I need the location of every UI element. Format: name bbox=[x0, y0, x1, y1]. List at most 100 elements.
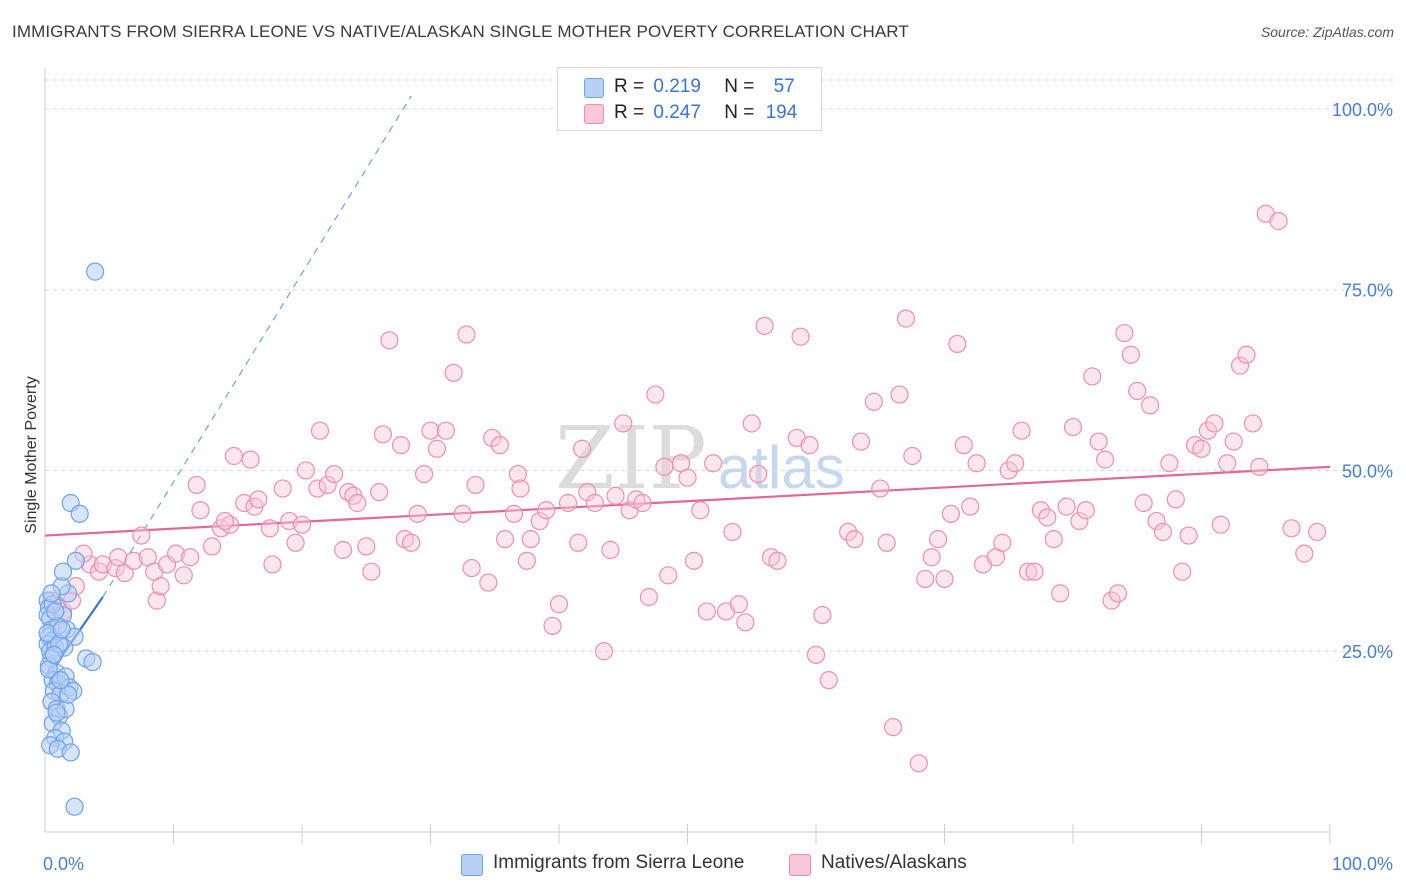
data-point-natives-alaskans bbox=[954, 436, 973, 455]
data-point-natives-alaskans bbox=[606, 486, 625, 505]
legend-n-label: N = bbox=[724, 102, 755, 123]
data-point-natives-alaskans bbox=[1044, 530, 1063, 549]
chart-title: IMMIGRANTS FROM SIERRA LEONE VS NATIVE/A… bbox=[12, 22, 909, 41]
data-point-natives-alaskans bbox=[614, 414, 633, 433]
data-point-natives-alaskans bbox=[1012, 421, 1031, 440]
y-tick-label: 75.0% bbox=[1342, 281, 1393, 301]
data-point-natives-alaskans bbox=[928, 530, 948, 549]
data-point-natives-alaskans bbox=[549, 595, 569, 614]
data-point-sierra-leone bbox=[52, 620, 71, 639]
data-point-natives-alaskans bbox=[729, 595, 749, 614]
data-point-natives-alaskans bbox=[1147, 511, 1166, 531]
data-point-natives-alaskans bbox=[1269, 211, 1288, 231]
data-point-natives-alaskans bbox=[166, 544, 186, 563]
data-point-natives-alaskans bbox=[296, 461, 315, 480]
data-point-natives-alaskans bbox=[490, 436, 509, 455]
data-point-natives-alaskans bbox=[1224, 432, 1243, 451]
data-point-natives-alaskans bbox=[806, 645, 826, 664]
data-point-natives-alaskans bbox=[373, 425, 393, 444]
data-point-natives-alaskans bbox=[462, 558, 481, 578]
data-point-natives-alaskans bbox=[1218, 454, 1237, 473]
data-point-natives-alaskans bbox=[109, 548, 128, 567]
data-point-natives-alaskans bbox=[504, 504, 524, 523]
data-point-natives-alaskans bbox=[601, 540, 620, 560]
data-point-natives-alaskans bbox=[402, 533, 421, 552]
data-point-natives-alaskans bbox=[1031, 501, 1050, 520]
data-point-natives-alaskans bbox=[115, 564, 134, 583]
data-point-natives-alaskans bbox=[1089, 432, 1108, 451]
series-swatch-sierra-leone bbox=[461, 854, 483, 876]
legend-r-label: R = bbox=[614, 102, 645, 123]
data-point-sierra-leone bbox=[65, 797, 84, 816]
data-point-natives-alaskans bbox=[1237, 345, 1256, 364]
data-point-natives-alaskans bbox=[1166, 490, 1185, 509]
data-point-natives-alaskans bbox=[1083, 367, 1102, 386]
data-point-natives-alaskans bbox=[961, 497, 980, 516]
data-point-natives-alaskans bbox=[1076, 501, 1095, 520]
data-point-natives-alaskans bbox=[585, 493, 605, 513]
legend-n-value: 57 bbox=[773, 76, 795, 97]
series-swatch-natives-alaskans bbox=[789, 854, 811, 876]
data-point-natives-alaskans bbox=[517, 551, 536, 570]
axes bbox=[44, 68, 1331, 844]
data-point-natives-alaskans bbox=[1211, 515, 1230, 534]
data-point-natives-alaskans bbox=[427, 439, 447, 458]
data-point-sierra-leone bbox=[47, 703, 66, 722]
data-point-natives-alaskans bbox=[877, 533, 896, 552]
data-point-natives-alaskans bbox=[1121, 345, 1140, 364]
y-tick-label: 100.0% bbox=[1332, 100, 1393, 120]
data-point-natives-alaskans bbox=[348, 493, 367, 513]
data-point-natives-alaskans bbox=[1153, 522, 1173, 542]
data-point-natives-alaskans bbox=[181, 548, 200, 567]
series-label-natives-alaskans: Natives/Alaskans bbox=[821, 852, 967, 873]
data-point-natives-alaskans bbox=[1140, 396, 1160, 415]
data-point-natives-alaskans bbox=[569, 533, 588, 552]
data-point-natives-alaskans bbox=[511, 479, 530, 498]
data-point-natives-alaskans bbox=[813, 605, 832, 625]
data-point-natives-alaskans bbox=[999, 461, 1018, 480]
watermark: ZIP atlas bbox=[555, 409, 845, 509]
data-point-natives-alaskans bbox=[1295, 544, 1314, 563]
data-point-natives-alaskans bbox=[935, 569, 954, 589]
data-point-natives-alaskans bbox=[530, 511, 549, 531]
data-point-sierra-leone bbox=[59, 685, 78, 704]
data-point-natives-alaskans bbox=[839, 522, 858, 542]
data-point-natives-alaskans bbox=[1038, 508, 1057, 527]
data-point-natives-alaskans bbox=[639, 587, 659, 607]
data-point-natives-alaskans bbox=[1115, 323, 1134, 343]
data-point-natives-alaskans bbox=[691, 501, 710, 520]
data-point-natives-alaskans bbox=[325, 464, 344, 484]
trend-line-sierra-leone-extrapolated bbox=[102, 95, 412, 598]
correlation-legend: R = 0.219 N = 57 R = 0.247 N = 194 bbox=[557, 67, 822, 131]
data-point-natives-alaskans bbox=[755, 316, 774, 335]
data-point-natives-alaskans bbox=[453, 504, 472, 523]
legend-swatch-sierra-leone bbox=[584, 78, 604, 98]
data-point-natives-alaskans bbox=[736, 613, 755, 632]
data-point-natives-alaskans bbox=[633, 493, 652, 513]
data-point-natives-alaskans bbox=[132, 526, 151, 545]
legend-swatch-natives-alaskans bbox=[584, 104, 604, 124]
data-point-natives-alaskans bbox=[479, 573, 498, 592]
data-point-natives-alaskans bbox=[436, 421, 456, 440]
y-tick-label: 25.0% bbox=[1342, 642, 1393, 662]
grid-lines bbox=[45, 79, 1395, 652]
data-point-natives-alaskans bbox=[558, 493, 578, 513]
data-point-natives-alaskans bbox=[215, 511, 234, 531]
data-point-natives-alaskans bbox=[659, 566, 678, 585]
data-point-natives-alaskans bbox=[408, 504, 427, 523]
data-point-natives-alaskans bbox=[263, 555, 282, 574]
data-point-natives-alaskans bbox=[1308, 522, 1327, 542]
data-point-natives-alaskans bbox=[646, 385, 665, 404]
points-natives-alaskans bbox=[42, 204, 1327, 773]
data-point-natives-alaskans bbox=[174, 566, 193, 585]
data-point-natives-alaskans bbox=[1018, 562, 1038, 581]
data-point-natives-alaskans bbox=[495, 530, 515, 549]
data-point-natives-alaskans bbox=[684, 551, 704, 570]
data-point-sierra-leone bbox=[86, 262, 105, 281]
data-point-natives-alaskans bbox=[1057, 497, 1076, 516]
source-note: Source: ZipAtlas.com bbox=[1260, 24, 1394, 40]
data-point-sierra-leone bbox=[66, 551, 85, 570]
data-point-natives-alaskans bbox=[334, 540, 353, 560]
data-point-natives-alaskans bbox=[1063, 417, 1083, 437]
data-point-natives-alaskans bbox=[749, 464, 768, 484]
